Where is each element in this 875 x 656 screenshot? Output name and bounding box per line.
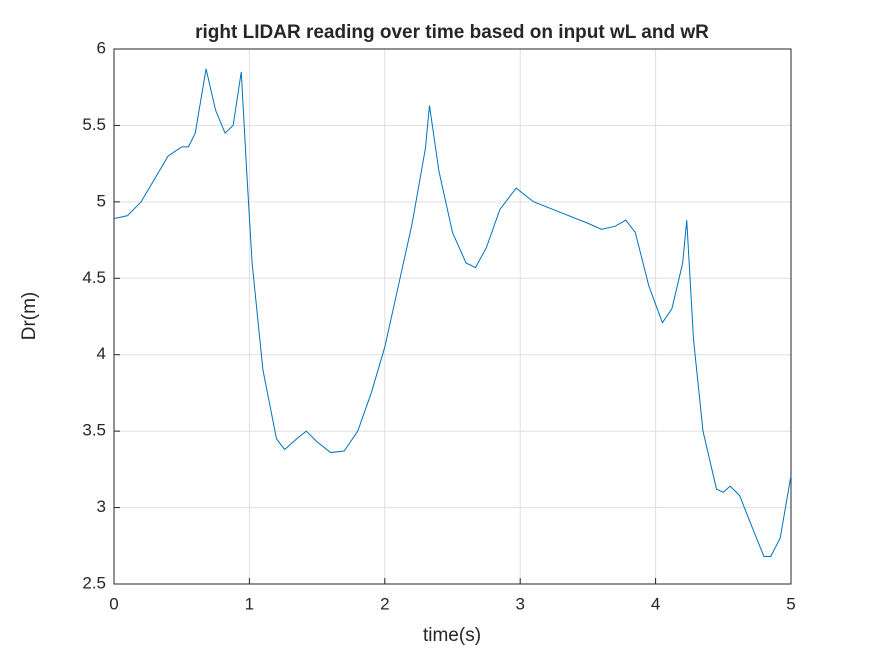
data-line bbox=[113, 68, 792, 557]
y-tick-label: 5.5 bbox=[82, 115, 106, 134]
y-axis-label: Dr(m) bbox=[19, 292, 40, 341]
plot-frame bbox=[113, 48, 792, 585]
y-tick-label: 4 bbox=[97, 344, 106, 363]
y-tick-label: 4.5 bbox=[82, 268, 106, 287]
x-tick-label: 5 bbox=[786, 594, 795, 613]
y-tick-label: 3 bbox=[97, 497, 106, 516]
chart-title: right LIDAR reading over time based on i… bbox=[195, 22, 709, 43]
x-tick-label: 4 bbox=[651, 594, 660, 613]
x-tick-label: 1 bbox=[245, 594, 254, 613]
y-tick-label: 5 bbox=[97, 191, 106, 210]
x-tick-label: 3 bbox=[515, 594, 524, 613]
y-tick-label: 3.5 bbox=[82, 421, 106, 440]
x-axis-label: time(s) bbox=[423, 625, 481, 646]
y-tick-label: 6 bbox=[97, 38, 106, 57]
x-tick-label: 2 bbox=[380, 594, 389, 613]
x-tick-label: 0 bbox=[109, 594, 118, 613]
y-tick-label: 2.5 bbox=[82, 573, 106, 592]
